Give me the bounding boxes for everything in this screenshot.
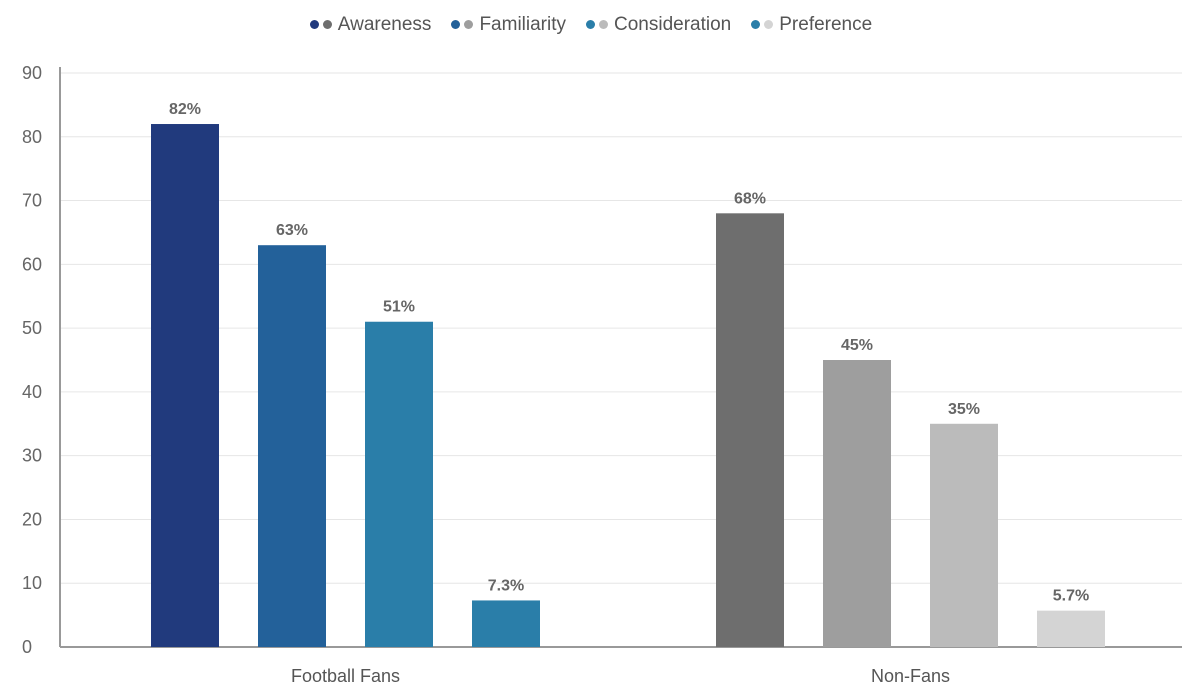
legend-item: Consideration: [586, 14, 731, 36]
bar: [930, 423, 998, 647]
legend-item: Awareness: [309, 14, 432, 36]
data-label: 51%: [383, 299, 415, 316]
category-label: Non-Fans: [871, 666, 950, 686]
legend-swatch: [586, 19, 595, 29]
y-tick-label: 80: [22, 127, 42, 147]
legend-swatch: [309, 19, 319, 29]
y-tick-label: 40: [22, 382, 42, 402]
y-tick-label: 60: [22, 254, 42, 274]
y-tick-label: 70: [22, 191, 42, 211]
category-label: Football Fans: [291, 666, 400, 686]
legend-item: Familiarity: [451, 14, 566, 36]
bar: [1037, 610, 1105, 647]
legend-swatch: [464, 19, 474, 29]
data-label: 82%: [169, 101, 201, 118]
y-tick-label: 20: [22, 509, 42, 529]
data-label: 63%: [276, 222, 308, 239]
data-label: 7.3%: [488, 577, 524, 594]
legend-label: Preference: [779, 14, 873, 35]
data-label: 5.7%: [1053, 588, 1089, 605]
bar: [823, 360, 891, 647]
legend-item: Preference: [751, 14, 872, 36]
data-label: 35%: [948, 401, 980, 418]
legend-swatch: [451, 19, 461, 29]
bar: [258, 245, 326, 647]
y-tick-label: 30: [22, 446, 42, 466]
y-tick-label: 90: [22, 63, 42, 83]
legend-swatch: [599, 19, 608, 29]
legend-label: Consideration: [614, 14, 732, 35]
legend-label: Familiarity: [479, 14, 566, 35]
legend-swatch: [322, 19, 332, 29]
y-tick-label: 10: [22, 573, 42, 593]
data-label: 68%: [734, 190, 766, 207]
bar: [365, 321, 433, 647]
y-tick-label: 50: [22, 318, 42, 338]
bar: [472, 600, 540, 647]
chart-legend: Awareness Familiarity Consideration Prefere…: [0, 14, 1182, 36]
legend-swatch: [764, 19, 774, 29]
y-tick-label: 0: [22, 637, 32, 657]
bar: [716, 213, 784, 648]
legend-label: Awareness: [337, 14, 432, 35]
data-label: 45%: [841, 337, 873, 354]
legend-swatch: [751, 19, 761, 29]
bar: [151, 124, 219, 648]
